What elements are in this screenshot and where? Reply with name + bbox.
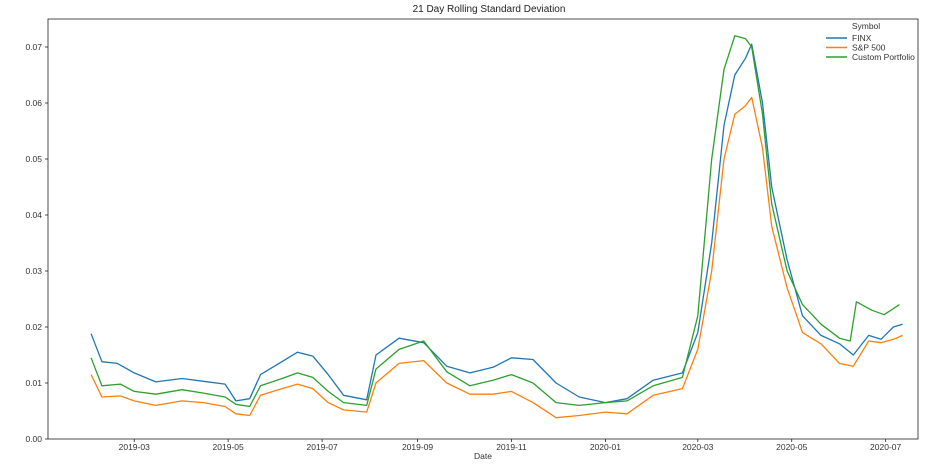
x-tick-label: 2019-03: [119, 442, 150, 452]
y-axis-ticks: 0.00 0.01 0.02 0.03 0.04 0.05 0.06 0.07: [25, 42, 48, 444]
x-tick-label: 2019-11: [496, 442, 527, 452]
y-tick-label: 0.06: [25, 98, 42, 108]
series-line-2: [90, 35, 900, 408]
y-tick-label: 0.03: [25, 266, 42, 276]
y-tick-label: 0.00: [25, 434, 42, 444]
series-lines: [90, 35, 903, 419]
plot-frame: [47, 18, 919, 440]
x-axis-ticks: 2019-03 2019-05 2019-07 2019-09 2019-11 2020-…: [119, 439, 902, 452]
x-axis-label: Date: [474, 451, 492, 461]
y-tick-label: 0.01: [25, 378, 42, 388]
legend-label-2: Custom Portfolio: [852, 52, 915, 62]
chart-title: 21 Day Rolling Standard Deviation: [413, 4, 566, 15]
y-tick-label: 0.02: [25, 322, 42, 332]
y-tick-label: 0.07: [25, 42, 42, 52]
x-tick-label: 2019-09: [402, 442, 433, 452]
x-tick-label: 2019-07: [306, 442, 337, 452]
x-tick-label: 2020-03: [682, 442, 713, 452]
y-tick-label: 0.05: [25, 154, 42, 164]
series-line-0: [90, 43, 903, 404]
x-tick-label: 2020-05: [776, 442, 807, 452]
x-tick-label: 2019-05: [213, 442, 244, 452]
y-tick-label: 0.04: [25, 210, 42, 220]
x-tick-label: 2020-07: [870, 442, 901, 452]
series-line-1: [90, 96, 903, 419]
legend-title: Symbol: [852, 21, 880, 31]
x-tick-label: 2020-01: [590, 442, 621, 452]
legend-label-1: S&P 500: [852, 43, 886, 53]
legend-label-0: FINX: [852, 33, 872, 43]
